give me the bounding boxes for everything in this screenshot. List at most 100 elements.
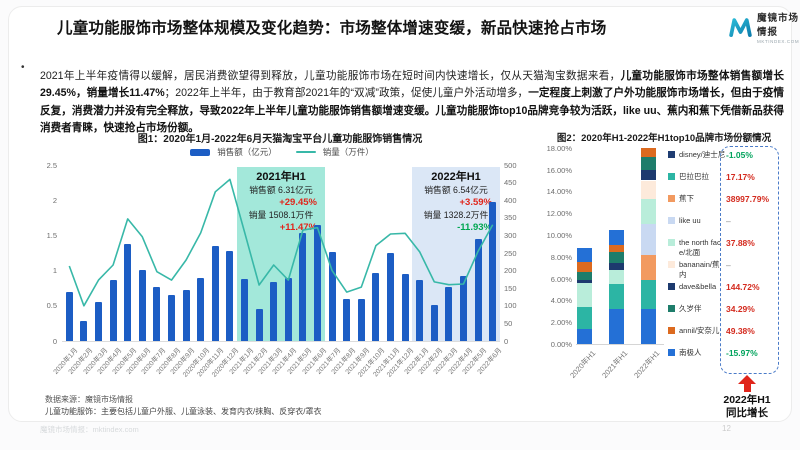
chart1-x-axis-line [62,341,500,342]
ann-2021-volume-growth: +11.47% [279,221,317,233]
sales-bar [255,308,263,341]
segment-巴拉巴拉 [641,279,656,310]
percent-axis-tick: 12.00% [546,209,572,219]
ann-2022-volume: 销量 1328.2万件 [423,210,489,220]
volume-line-swatch [295,150,316,154]
sales-bar [241,279,248,341]
sales-bar [65,292,73,341]
segment-南极人 [609,229,624,245]
sales-bar [270,281,278,341]
intro-seg2-highlight: 儿童功能服饰市场整体销售额增长29.45%，销量增长11.47% [40,69,785,100]
right-axis-tick: 350 [504,213,517,223]
brand-growth-value: 34.29% [726,304,755,314]
brand-color-swatch [668,327,675,334]
sales-bar [328,252,336,341]
left-axis-tick: 2.5 [46,160,57,170]
segment-久岁伴 [577,272,592,280]
sales-bar [314,224,321,341]
sales-bar [357,298,365,341]
ann-2021-sales-growth: +29.45% [279,196,317,208]
figure1-title: 图1：2020年1月-2022年6月天猫淘宝平台儿童功能服饰销售情况 [137,134,423,145]
segment-disney/迪士尼 [577,328,592,344]
segment-the north face/北面 [577,282,592,307]
segment-dave&bella [609,263,624,270]
brand-color-swatch [668,349,675,356]
ann-2021-sales: 销售额 6.31亿元 [249,185,313,195]
segment-disney/迪士尼 [641,309,656,344]
sales-bar [168,295,175,341]
segment-annil/安奈儿 [609,244,624,253]
ann-2022-sales-growth: +3.59% [459,196,493,208]
brand-color-swatch [668,261,675,268]
brand-name: the north face/北面 [679,238,721,257]
brand-share-chart: 0.00% 2.00% 4.00% 6.00% 8.00% 10.00% 12.00% 14.… [532,142,798,419]
ann-2022-volume-growth: -11.93% [457,221,492,233]
legend-row-久岁伴: 久岁伴 [668,304,798,314]
brand-color-swatch [668,283,675,290]
category-note: 儿童功能服饰：主要包括儿童户外服、儿童泳装、发育内衣/抹胸、反穿衣/罩衣 [45,407,322,416]
percent-axis-tick: 4.00% [550,296,572,306]
bullet-point: • [21,62,25,73]
segment-蕉下 [641,254,656,280]
percent-axis-tick: 10.00% [546,231,572,240]
right-axis-tick: 500 [504,160,517,170]
legend-row-dave&bella: dave&bella [668,282,798,292]
brand-name: 魔镜市场情报 [756,13,799,38]
sales-bar [299,233,307,341]
right-axis-tick: 100 [504,301,517,311]
segment-disney/迪士尼 [609,309,624,344]
page-number: 12 [722,424,731,433]
right-axis-tick: 50 [504,318,513,328]
right-axis-tick: 150 [504,283,517,293]
brand-name: dave&bella [679,282,717,291]
segment-dave&bella [641,169,656,181]
brand-color-swatch [668,195,675,202]
chart1-legend: 销售额（亿元） 销量（万件） [36,146,528,158]
sales-bar [372,273,380,341]
sales-bar-swatch [190,148,211,156]
brand-name: 巴拉巴拉 [679,172,709,181]
brand-name: disney/迪士尼 [679,150,726,159]
legend-row-bananain/蕉内: bananain/蕉内 [668,260,798,279]
brand-name: 久岁伴 [679,304,702,313]
segment-the north face/北面 [641,199,656,225]
brand-growth-value: -15.97% [726,348,758,358]
legend-sales-label: 销售额（亿元） [217,147,277,157]
data-source: 数据来源：魔镜市场情报 [45,395,133,404]
left-axis-tick: 1 [52,266,57,276]
brand-growth-value: – [726,216,731,226]
right-axis-tick: 450 [504,178,517,188]
brand-color-swatch [668,239,675,246]
percent-axis-tick: 14.00% [546,187,572,197]
brand-domain: MKTINDEX.COM [756,39,800,44]
chart2-x-axis-line [576,344,664,345]
sales-bar [401,274,409,341]
figure2-title: 图2：2020年H1-2022年H1top10品牌市场份额情况 [556,133,772,144]
brand-color-swatch [668,217,675,224]
segment-南极人 [577,248,592,263]
sales-bar [124,243,132,341]
sales-bar [489,202,497,341]
legend-row-disney/迪士尼: disney/迪士尼 [668,150,798,160]
growth-values-dashed-box [720,146,779,374]
brand-name: 南极人 [679,348,702,357]
sales-bar [138,269,146,341]
intro-paragraph: 2021年上半年疫情得以缓解，居民消费欲望得到释放，儿童功能服饰市场在短时间内快… [40,68,784,138]
up-arrow-icon [738,375,756,392]
percent-axis-tick: 6.00% [550,274,572,284]
ann-2022-sales: 销售额 6.54亿元 [424,185,488,195]
legend-volume-label: 销量（万件） [322,147,374,157]
chart1-volume-line [68,178,494,307]
brand-growth-value: 49.38% [726,326,755,336]
percent-axis-tick: 16.00% [546,165,572,175]
sales-bar [445,287,453,341]
right-axis-tick: 300 [504,230,517,240]
sales-bar [416,280,424,341]
intro-seg4-highlight: 一定程度上刺激了户外功能服饰市场增长，但由于疫情反复，消费潜力并没有完全释放，导… [40,87,785,135]
segment-annil/安奈儿 [641,147,656,157]
sales-bar [211,245,219,341]
highlight-2022-h1: 2022年H1 销售额 6.54亿元 +3.59% 销量 1328.2万件 -1… [412,167,500,341]
right-axis-tick: 0 [504,336,509,346]
right-axis-tick: 200 [504,266,517,276]
right-axis-tick: 250 [504,248,517,258]
